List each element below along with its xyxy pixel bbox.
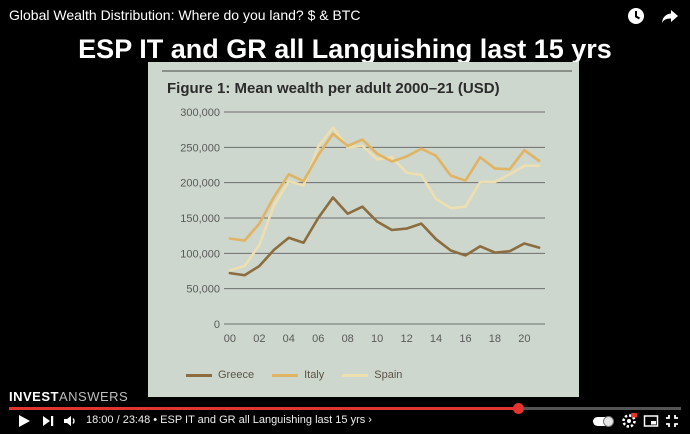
legend-swatch: [186, 373, 212, 377]
chart-title: Figure 1: Mean wealth per adult 2000–21 …: [167, 80, 500, 97]
x-tick-label: 02: [253, 333, 265, 345]
legend-label: Greece: [218, 369, 255, 381]
player-controls: 18:00 / 23:48 • ESP IT and GR all Langui…: [0, 412, 690, 431]
progress-played: [9, 407, 518, 410]
clock-icon[interactable]: [626, 6, 646, 26]
x-tick-label: 10: [371, 333, 383, 345]
x-tick-label: 20: [518, 333, 530, 345]
fullscreen-exit-icon[interactable]: [664, 413, 680, 429]
x-tick-label: 04: [283, 333, 295, 345]
x-tick-label: 16: [459, 333, 471, 345]
headline-overlay: ESP IT and GR all Languishing last 15 yr…: [78, 34, 612, 64]
settings-icon[interactable]: [621, 413, 637, 429]
chart-legend: Greece Italy Spain: [186, 369, 402, 381]
x-tick-label: 00: [224, 333, 236, 345]
legend-swatch: [272, 373, 299, 377]
miniplayer-icon[interactable]: [643, 413, 659, 429]
legend-item-spain: Spain: [342, 369, 402, 381]
chart-slide: Figure 1: Mean wealth per adult 2000–21 …: [148, 62, 579, 397]
line-chart: 0 50,000 100,000 150,000 200,000 250,000 300,0…: [180, 107, 545, 345]
video-top-bar: Global Wealth Distribution: Where do you…: [0, 0, 690, 34]
channel-logo: INVESTANSWERS: [9, 389, 128, 404]
legend-item-italy: Italy: [272, 369, 324, 381]
y-tick-label: 100,000: [180, 248, 220, 260]
y-tick-label: 0: [214, 319, 220, 331]
brand-part-2: ANSWERS: [58, 389, 129, 404]
brand-part-1: INVEST: [9, 389, 59, 404]
legend-label: Spain: [374, 369, 403, 381]
progress-bar[interactable]: [9, 403, 681, 414]
share-icon[interactable]: [660, 6, 680, 26]
top-actions: [626, 6, 680, 26]
series-line-greece: [228, 196, 541, 277]
x-tick-label: 14: [430, 333, 442, 345]
y-tick-label: 200,000: [180, 178, 220, 190]
x-tick-label: 06: [312, 333, 324, 345]
y-tick-label: 150,000: [180, 213, 220, 225]
slide-divider: [162, 70, 572, 72]
autoplay-toggle[interactable]: [593, 416, 614, 427]
progress-scrubber[interactable]: [512, 403, 524, 414]
x-tick-label: 18: [489, 333, 501, 345]
y-tick-label: 300,000: [180, 107, 220, 119]
play-icon[interactable]: [16, 413, 32, 429]
series-line-italy: [228, 132, 541, 242]
x-tick-label: 08: [342, 333, 354, 345]
legend-label: Italy: [304, 369, 325, 381]
video-title[interactable]: Global Wealth Distribution: Where do you…: [9, 7, 361, 23]
y-tick-label: 250,000: [180, 142, 220, 154]
next-icon[interactable]: [40, 413, 56, 429]
volume-icon[interactable]: [62, 413, 78, 429]
x-tick-label: 12: [400, 333, 412, 345]
legend-item-greece: Greece: [186, 369, 254, 381]
legend-swatch: [342, 373, 369, 377]
time-display[interactable]: 18:00 / 23:48 • ESP IT and GR all Langui…: [86, 414, 372, 426]
y-tick-label: 50,000: [186, 284, 220, 296]
